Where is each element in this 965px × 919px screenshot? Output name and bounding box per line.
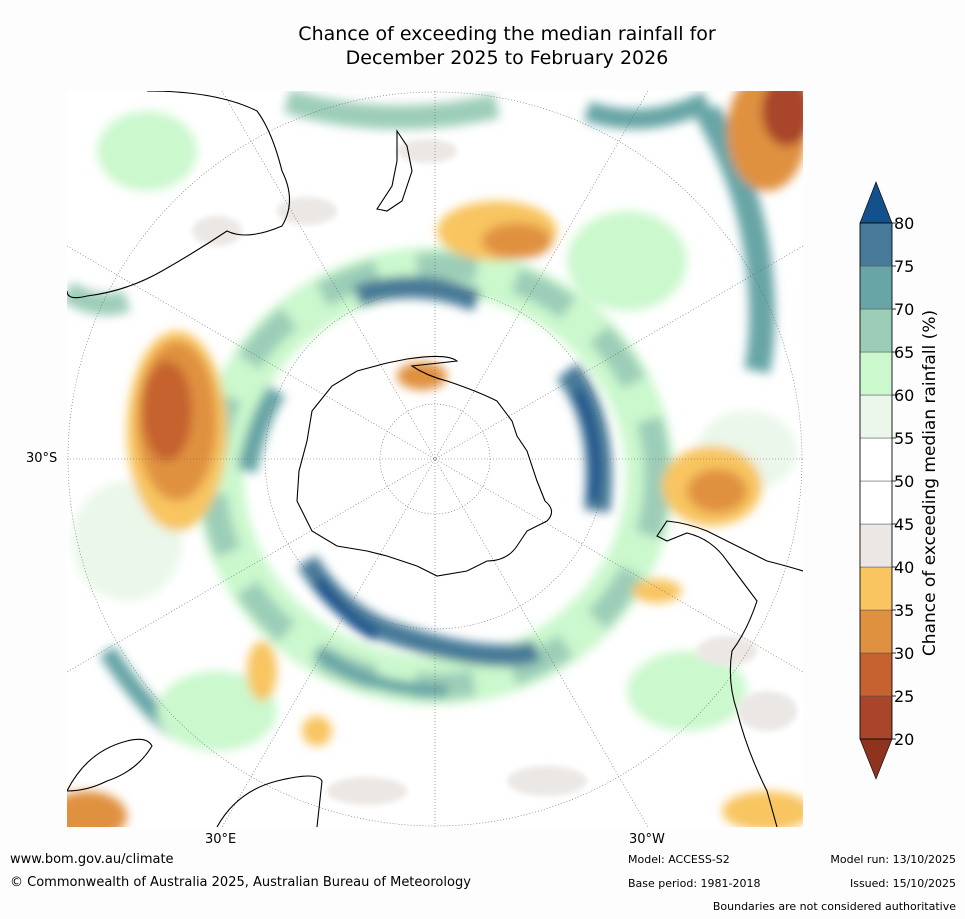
colorbar-segment — [859, 566, 893, 611]
polar-rainfall-map — [67, 91, 803, 827]
longitude-label-30w: 30°W — [629, 832, 665, 847]
colorbar-segment — [859, 394, 893, 439]
footer-url: www.bom.gov.au/climate — [10, 852, 174, 867]
colorbar-under-arrow — [859, 738, 893, 780]
colorbar-segment — [859, 523, 893, 568]
title-line-1: Chance of exceeding the median rainfall … — [298, 23, 716, 45]
colorbar-tick-label: 50 — [894, 472, 914, 491]
colorbar-tick-label: 30 — [894, 644, 914, 663]
footer-disclaimer: Boundaries are not considered authoritat… — [712, 900, 956, 913]
colorbar-tick-label: 65 — [894, 343, 914, 362]
colorbar-graphic: 20 25 30 35 40 45 50 55 60 65 70 75 80 — [859, 181, 914, 780]
title-line-2: December 2025 to February 2026 — [345, 47, 669, 69]
colorbar-segment — [859, 351, 893, 396]
colorbar-over-arrow — [859, 181, 893, 224]
map-title: Chance of exceeding the median rainfall … — [0, 22, 965, 70]
colorbar-tick-label: 25 — [894, 687, 914, 706]
colorbar-segment — [859, 265, 893, 310]
latitude-label-30s: 30°S — [26, 451, 58, 466]
colorbar-segment — [859, 308, 893, 353]
longitude-label-30e: 30°E — [205, 832, 237, 847]
graticule — [67, 91, 803, 827]
colorbar-tick-label: 55 — [894, 429, 914, 448]
colorbar-tick-label: 45 — [894, 515, 914, 534]
footer-model-run: Model run: 13/10/2025 — [830, 853, 956, 866]
map-canvas — [67, 91, 803, 827]
footer-model: Model: ACCESS-S2 — [628, 853, 730, 866]
colorbar-segment — [859, 609, 893, 654]
colorbar-segment — [859, 652, 893, 697]
dry-speckle — [192, 139, 797, 805]
colorbar-tick-label: 75 — [894, 257, 914, 276]
colorbar-segment — [859, 480, 893, 525]
colorbar-tick-label: 40 — [894, 558, 914, 577]
colorbar-tick-label: 60 — [894, 386, 914, 405]
colorbar-segment — [859, 437, 893, 482]
footer-copyright: © Commonwealth of Australia 2025, Austra… — [10, 875, 471, 890]
colorbar-tick-label: 80 — [894, 214, 914, 233]
colorbar-tick-label: 70 — [894, 300, 914, 319]
colorbar-title: Chance of exceeding median rainfall (%) — [920, 309, 940, 657]
footer-issued: Issued: 15/10/2025 — [849, 877, 956, 890]
colorbar-segment — [859, 695, 893, 740]
colorbar-segment — [859, 222, 893, 267]
colorbar-tick-label: 20 — [894, 730, 914, 749]
coastlines — [67, 91, 803, 827]
colorbar-legend: 20 25 30 35 40 45 50 55 60 65 70 75 80 — [859, 181, 965, 783]
footer-base-period: Base period: 1981-2018 — [628, 877, 761, 890]
colorbar-tick-label: 35 — [894, 601, 914, 620]
